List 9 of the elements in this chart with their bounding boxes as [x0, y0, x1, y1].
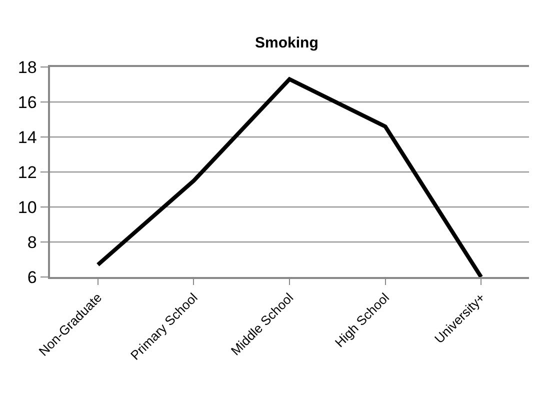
chart-title: Smoking — [255, 34, 318, 52]
y-tick-label: 18 — [18, 58, 37, 77]
y-tick-label: 6 — [27, 268, 37, 287]
line-series — [96, 77, 484, 277]
y-tick-label: 8 — [27, 232, 37, 252]
y-tick-label: 16 — [18, 92, 37, 112]
y-tick-label: 10 — [18, 198, 37, 217]
y-tick-label: 14 — [18, 128, 37, 147]
y-tick-label: 12 — [18, 162, 37, 182]
